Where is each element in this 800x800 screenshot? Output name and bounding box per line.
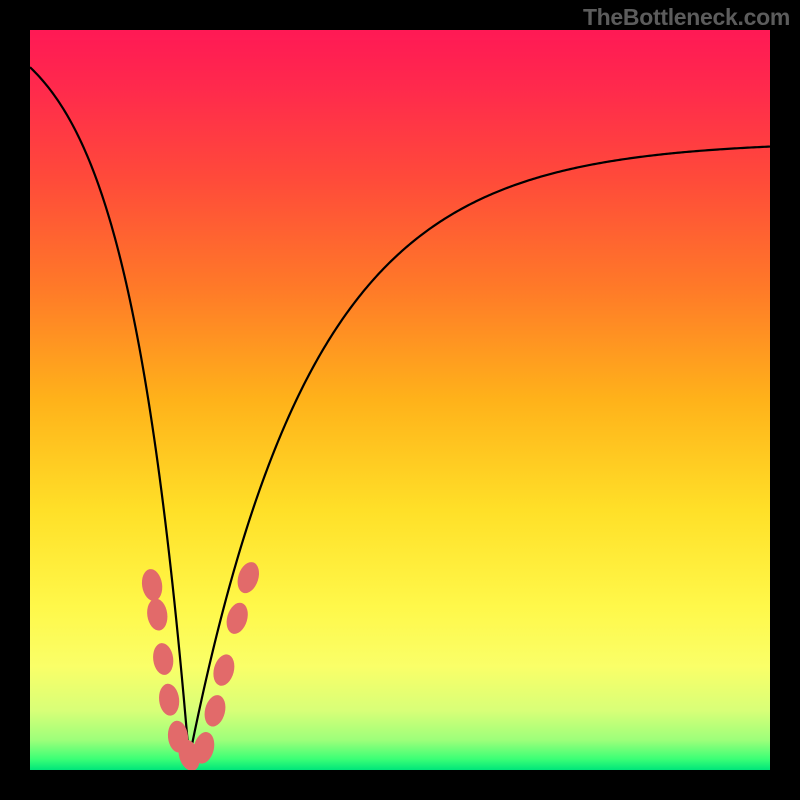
chart-frame: TheBottleneck.com — [0, 0, 800, 800]
plot-area — [30, 30, 770, 770]
plot-svg — [30, 30, 770, 770]
watermark-text: TheBottleneck.com — [583, 4, 790, 31]
gradient-background — [30, 30, 770, 770]
